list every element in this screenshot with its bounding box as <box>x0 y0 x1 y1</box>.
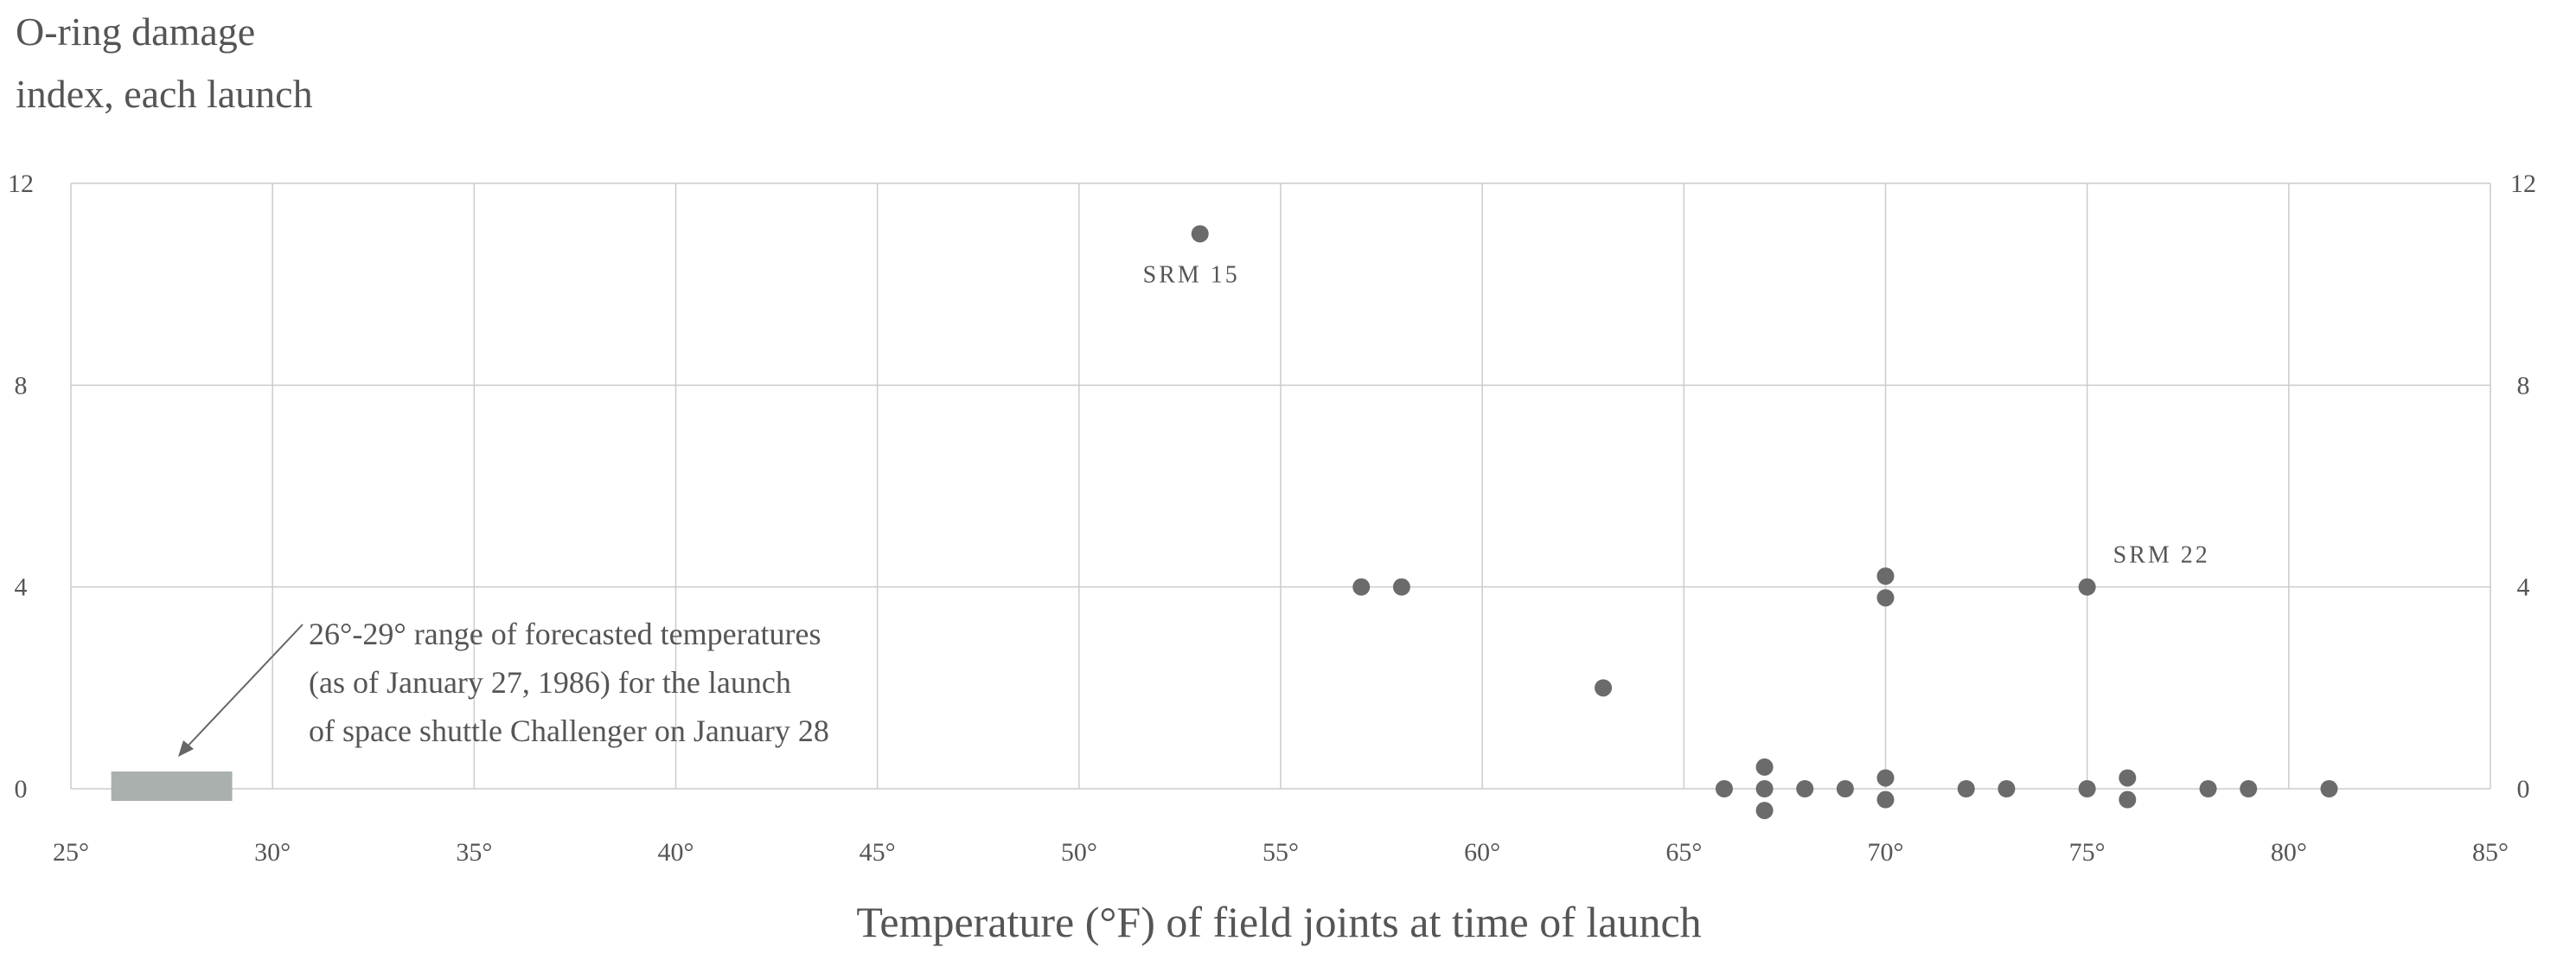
data-point-79-0-0 <box>2240 780 2258 797</box>
point-labels: SRM 15 SRM 22 <box>1143 261 2210 569</box>
x-tick-70: 70° <box>1868 838 1904 867</box>
x-tick-25: 25° <box>53 838 89 867</box>
data-point-72-0-0 <box>1957 780 1975 797</box>
y-tick-right-4: 4 <box>2517 573 2530 602</box>
y-tick-left-8: 8 <box>15 371 28 400</box>
data-point-70-4-0 <box>1876 589 1895 607</box>
data-point-76-0-1 <box>2119 769 2137 787</box>
data-point-67-0-1 <box>1755 780 1774 797</box>
data-point-75-0-0 <box>2078 780 2096 797</box>
forecast-annotation-line-3: of space shuttle Challenger on January 2… <box>309 714 829 748</box>
x-tick-55: 55° <box>1262 838 1299 867</box>
data-point-67-0-0 <box>1755 802 1774 820</box>
y-tick-left-12: 12 <box>8 170 34 198</box>
y-ticks-left: 0 4 8 12 <box>8 170 34 803</box>
y-tick-left-4: 4 <box>15 573 28 602</box>
data-points <box>1191 225 2338 820</box>
forecast-annotation-line-1: 26°-29° range of forecasted temperatures <box>309 617 821 651</box>
data-point-70-0-1 <box>1876 769 1895 787</box>
x-tick-65: 65° <box>1665 838 1702 867</box>
y-tick-right-0: 0 <box>2517 775 2530 803</box>
forecast-pointer-arrowhead <box>178 740 194 757</box>
x-ticks: 25° 30° 35° 40° 45° 50° 55° 60° 65° 70° 75° 80° 85° <box>53 838 2509 867</box>
data-point-78-0-0 <box>2199 780 2217 797</box>
data-point-68-0-0 <box>1796 780 1814 797</box>
x-tick-30: 30° <box>254 838 291 867</box>
data-point-76-0-0 <box>2119 791 2137 809</box>
forecast-pointer-arrow-line <box>182 624 304 752</box>
data-point-75-4-0 <box>2078 578 2096 596</box>
y-tick-right-8: 8 <box>2517 371 2530 400</box>
forecast-range-bar <box>111 771 233 801</box>
x-tick-35: 35° <box>456 838 492 867</box>
data-point-67-0-2 <box>1755 758 1774 776</box>
y-ticks-right: 0 4 8 12 <box>2510 170 2536 803</box>
data-point-53-11-0 <box>1191 225 1209 243</box>
x-tick-45: 45° <box>860 838 896 867</box>
forecast-annotation-line-2: (as of January 27, 1986) for the launch <box>309 665 791 700</box>
data-point-58-4-0 <box>1392 578 1410 596</box>
x-axis-title: Temperature (°F) of field joints at time… <box>856 898 1701 946</box>
data-point-69-0-0 <box>1836 780 1854 797</box>
data-point-66-0-0 <box>1715 780 1733 797</box>
data-point-63-2-0 <box>1595 679 1613 697</box>
x-tick-40: 40° <box>658 838 694 867</box>
y-axis-title-line-1: O-ring damage <box>16 10 255 54</box>
y-tick-left-0: 0 <box>15 775 28 803</box>
y-tick-right-12: 12 <box>2510 170 2536 198</box>
forecast-range <box>111 624 304 801</box>
data-point-81-0-0 <box>2320 780 2338 797</box>
data-point-70-0-0 <box>1876 791 1895 809</box>
x-tick-85: 85° <box>2472 838 2509 867</box>
data-point-73-0-0 <box>1998 780 2016 797</box>
x-tick-50: 50° <box>1061 838 1097 867</box>
x-tick-80: 80° <box>2271 838 2307 867</box>
y-axis-title-line-2: index, each launch <box>16 72 313 116</box>
point-label-srm-15: SRM 15 <box>1143 261 1240 288</box>
data-point-70-4-1 <box>1876 567 1895 586</box>
x-tick-60: 60° <box>1464 838 1500 867</box>
point-label-srm-22: SRM 22 <box>2113 542 2210 569</box>
data-point-57-4-0 <box>1352 578 1371 596</box>
x-tick-75: 75° <box>2069 838 2106 867</box>
